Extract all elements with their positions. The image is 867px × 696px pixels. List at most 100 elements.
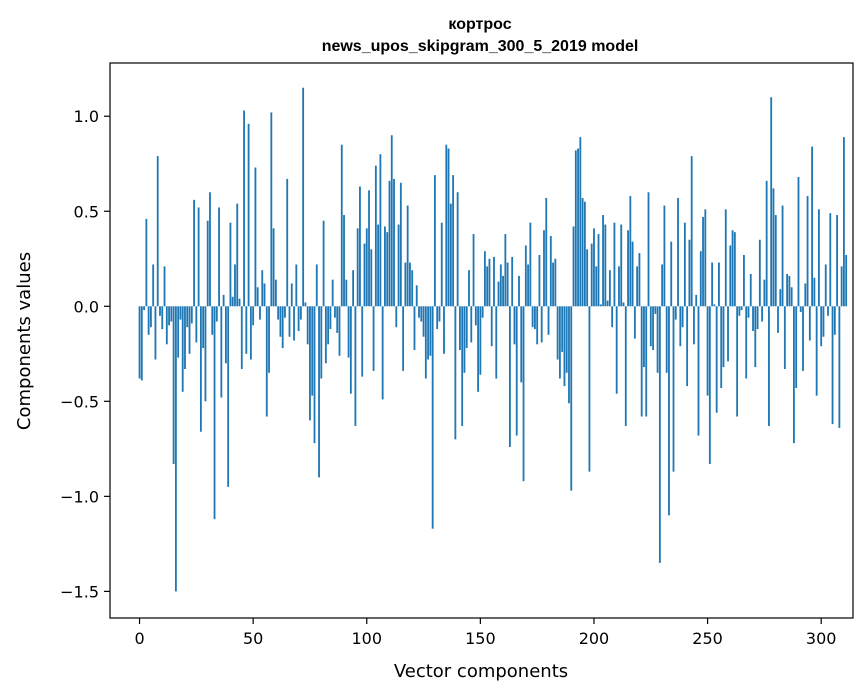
bar-148 [474, 306, 477, 326]
bar-16 [174, 306, 177, 592]
bar-105 [377, 224, 380, 307]
bar-35 [218, 207, 220, 307]
bar-141 [459, 306, 461, 351]
bar-274 [761, 306, 764, 322]
x-tick-label-100: 100 [351, 629, 382, 648]
bar-67 [290, 283, 293, 307]
x-axis-label: Vector components [394, 661, 568, 682]
bar-78 [315, 264, 318, 307]
bar-196 [583, 201, 586, 307]
bar-40 [229, 222, 232, 307]
bar-194 [579, 137, 582, 307]
bar-68 [293, 306, 295, 341]
bar-271 [754, 306, 757, 368]
bar-5 [149, 306, 152, 328]
x-tick-label-300: 300 [806, 629, 837, 648]
bar-276 [765, 180, 768, 307]
y-tick-label-1: 0.5 [74, 202, 99, 221]
bar-180 [547, 306, 550, 335]
bar-181 [549, 235, 552, 307]
bar-249 [704, 209, 707, 307]
bar-18 [179, 306, 182, 320]
bar-97 [359, 186, 361, 307]
bar-275 [763, 279, 766, 307]
bar-307 [836, 215, 839, 307]
bar-242 [688, 239, 691, 307]
y-tick-label-2: 0.0 [74, 297, 99, 316]
bar-103 [372, 306, 375, 371]
bar-142 [461, 306, 464, 427]
bar-82 [324, 306, 327, 364]
bar-9 [159, 306, 161, 316]
bar-267 [745, 306, 748, 379]
bar-93 [349, 306, 352, 394]
bar-25 [195, 306, 198, 343]
bar-214 [624, 306, 627, 427]
bar-306 [833, 306, 836, 335]
bar-48 [247, 123, 250, 307]
bar-280 [774, 215, 777, 307]
bar-85 [331, 279, 334, 307]
bar-111 [390, 135, 393, 307]
bar-117 [404, 262, 407, 307]
bar-287 [790, 287, 793, 307]
y-tick-label-5: −1.5 [60, 582, 99, 601]
bar-123 [418, 306, 420, 318]
bar-113 [395, 306, 398, 328]
bar-55 [263, 283, 266, 307]
bar-217 [631, 241, 634, 307]
bar-273 [758, 239, 761, 307]
bar-209 [613, 222, 616, 307]
bar-228 [656, 306, 659, 373]
bar-225 [649, 306, 652, 347]
bar-174 [533, 306, 536, 330]
bar-110 [388, 180, 391, 307]
bar-79 [318, 306, 320, 478]
bar-150 [479, 306, 482, 375]
bar-189 [568, 306, 570, 404]
bar-17 [177, 306, 180, 358]
bar-6 [152, 264, 155, 307]
bar-114 [397, 224, 400, 307]
bar-156 [493, 256, 495, 307]
y-tick-label-4: −1.0 [60, 487, 99, 506]
bar-305 [831, 306, 834, 425]
bar-13 [168, 306, 170, 326]
bar-172 [529, 222, 532, 307]
bar-14 [170, 306, 173, 322]
bar-149 [477, 306, 479, 392]
bar-152 [484, 251, 486, 307]
bar-145 [468, 270, 470, 307]
bar-256 [720, 306, 723, 389]
bar-247 [699, 251, 702, 307]
bar-200 [593, 228, 595, 307]
bar-277 [768, 306, 770, 427]
bar-159 [499, 264, 502, 307]
bar-304 [829, 213, 832, 307]
bar-170 [524, 245, 527, 307]
bar-137 [449, 203, 452, 307]
bar-0 [138, 306, 141, 379]
bar-202 [597, 234, 600, 307]
bar-178 [543, 230, 545, 307]
bar-213 [622, 302, 625, 307]
bar-138 [452, 175, 455, 307]
bar-20 [184, 306, 186, 370]
bar-62 [279, 306, 282, 337]
bar-185 [558, 306, 561, 379]
bar-45 [240, 306, 243, 370]
bar-3 [145, 218, 148, 307]
bar-252 [711, 262, 714, 307]
bar-235 [672, 306, 675, 472]
bar-52 [256, 287, 259, 307]
bar-182 [552, 262, 554, 307]
bar-130 [434, 175, 436, 307]
bar-32 [211, 306, 214, 335]
bar-296 [811, 146, 814, 307]
bar-77 [313, 306, 316, 444]
chart-title-line-1: кортрос [448, 16, 511, 33]
bar-131 [436, 306, 439, 330]
bar-28 [202, 306, 205, 349]
bar-58 [270, 112, 273, 307]
